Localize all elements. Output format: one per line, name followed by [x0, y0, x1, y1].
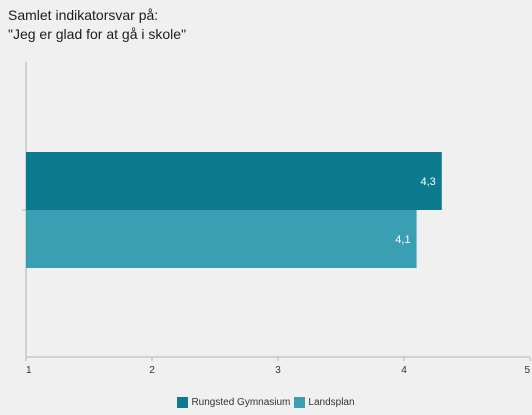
bar-rungsted-gymnasium	[26, 152, 442, 210]
chart-title: Samlet indikatorsvar på: "Jeg er glad fo…	[8, 6, 186, 44]
legend-swatch-rungsted	[177, 397, 189, 408]
data-label-rungsted-gymnasium: 4,3	[421, 176, 436, 188]
legend-item-landsplan: Landsplan	[294, 397, 355, 408]
x-tick-label-2: 2	[149, 365, 155, 376]
chart-legend: Rungsted Gymnasium Landsplan	[0, 397, 532, 408]
x-tick-label-1: 1	[26, 365, 32, 376]
x-tick-label-5: 5	[524, 365, 530, 376]
bar-landsplan	[26, 210, 417, 268]
legend-item-rungsted: Rungsted Gymnasium	[177, 397, 290, 408]
legend-swatch-landsplan	[294, 397, 306, 408]
data-label-landsplan: 4,1	[395, 234, 410, 246]
chart-title-line-1: Samlet indikatorsvar på:	[8, 7, 159, 23]
chart-title-line-2: "Jeg er glad for at gå i skole"	[8, 26, 187, 42]
x-tick-label-3: 3	[275, 365, 281, 376]
legend-label-rungsted: Rungsted Gymnasium	[191, 397, 291, 408]
legend-label-landsplan: Landsplan	[308, 397, 355, 408]
x-tick-label-4: 4	[401, 365, 407, 376]
